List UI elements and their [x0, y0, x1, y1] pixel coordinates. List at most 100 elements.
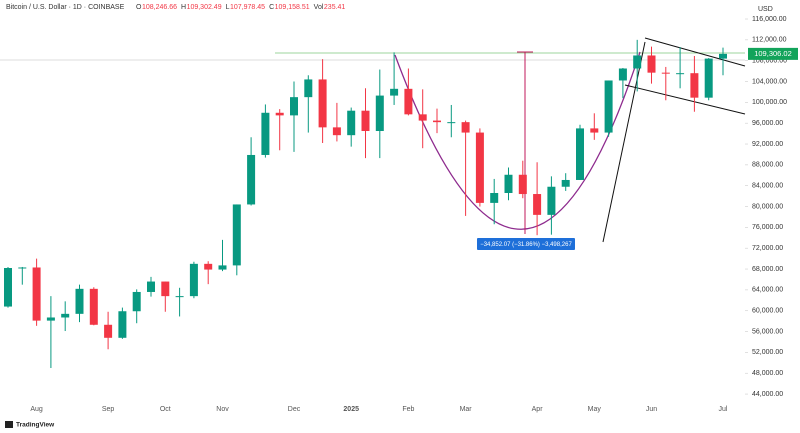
channel-upper: [644, 37, 746, 67]
candle-body: [404, 88, 413, 115]
legend-value: 108,246.66: [142, 4, 177, 11]
candle-body: [161, 281, 170, 297]
candle-body: [633, 55, 642, 69]
legend-key: L: [226, 4, 230, 11]
last-price-label: 109,306.02: [754, 49, 792, 58]
candle-body: [204, 263, 213, 270]
candle-body: [704, 58, 713, 98]
last-price-tag: [748, 47, 798, 60]
candle-body: [89, 288, 98, 325]
x-tick-label: Nov: [216, 406, 229, 413]
x-tick-label: Jul: [719, 406, 728, 413]
candle-body: [32, 267, 41, 321]
candle-body: [247, 154, 256, 205]
cup-curve: [394, 51, 641, 230]
trend-line: [602, 41, 646, 243]
x-tick-label: Oct: [160, 406, 171, 413]
legend-value: 109,302.49: [187, 4, 222, 11]
candle-body: [347, 110, 356, 136]
candle-body: [46, 317, 55, 321]
candle-body: [375, 95, 384, 132]
candle-body: [61, 313, 70, 318]
candle-body: [318, 79, 327, 128]
x-tick-label: Sep: [102, 406, 115, 413]
y-tick-label: 100,000.00: [752, 99, 787, 106]
candle-body: [418, 114, 427, 121]
y-tick-label: 68,000.00: [752, 266, 783, 273]
x-tick-label: Aug: [30, 406, 43, 413]
candle-body: [719, 53, 727, 59]
candle-body: [218, 265, 227, 270]
candle-body: [147, 281, 155, 292]
legend-value: 235.41: [324, 4, 346, 11]
candle-body: [118, 311, 127, 338]
legend-key: H: [181, 4, 186, 11]
candle-body: [504, 174, 513, 193]
candle-body: [490, 192, 499, 203]
channel-lower: [624, 84, 746, 115]
candle-body: [175, 296, 184, 298]
currency-label: USD: [758, 6, 773, 13]
legend-key: C: [269, 4, 274, 11]
candle-body: [290, 97, 298, 116]
candle-body: [518, 174, 527, 195]
candle-body: [18, 267, 27, 269]
y-tick-label: 52,000.00: [752, 349, 783, 356]
candle-body: [475, 132, 484, 203]
x-tick-label: Feb: [402, 406, 414, 413]
legend-key: Vol: [314, 4, 324, 11]
y-tick-label: 64,000.00: [752, 287, 783, 294]
candle-body: [4, 268, 12, 307]
watermark-logo: [5, 421, 13, 428]
candle-body: [690, 73, 699, 98]
candle-body: [275, 112, 284, 116]
symbol-title: Bitcoin / U.S. Dollar · 1D · COINBASE: [6, 4, 125, 11]
x-tick-label: Mar: [460, 406, 473, 413]
legend-value: 107,978.45: [230, 4, 265, 11]
y-tick-label: 84,000.00: [752, 183, 783, 190]
x-tick-label: Jun: [646, 406, 657, 413]
x-tick-label: May: [588, 406, 602, 413]
candle-body: [618, 68, 627, 81]
candle-body: [361, 110, 370, 132]
measure-box: [477, 238, 575, 250]
y-tick-label: 48,000.00: [752, 370, 783, 377]
watermark: TradingView: [16, 422, 55, 429]
candle-body: [390, 88, 399, 96]
candle-body: [433, 120, 441, 123]
candle-body: [676, 73, 685, 75]
candle-body: [261, 112, 270, 155]
candle-body: [590, 128, 599, 133]
candle-body: [661, 72, 670, 74]
candle-body: [533, 194, 542, 215]
y-tick-label: 96,000.00: [752, 120, 783, 127]
candle-body: [189, 263, 198, 297]
y-tick-label: 60,000.00: [752, 308, 783, 315]
y-tick-label: 72,000.00: [752, 245, 783, 252]
x-tick-label: Dec: [288, 406, 301, 413]
candle-body: [232, 204, 241, 266]
candle-body: [332, 127, 341, 136]
candle-body: [547, 186, 556, 215]
candle-body: [604, 80, 613, 133]
y-tick-label: 88,000.00: [752, 162, 783, 169]
y-tick-label: 44,000.00: [752, 391, 783, 398]
legend-value: 109,158.51: [275, 4, 310, 11]
candle-body: [104, 324, 113, 338]
candle-body: [461, 122, 470, 133]
x-tick-label: 2025: [343, 406, 359, 413]
candle-body: [447, 122, 456, 124]
y-tick-label: 104,000.00: [752, 78, 787, 85]
candles: [4, 39, 727, 369]
y-tick-label: 112,000.00: [752, 37, 787, 44]
candle-body: [75, 288, 84, 314]
y-tick-label: 108,000.00: [752, 58, 787, 65]
y-tick-label: 80,000.00: [752, 203, 783, 210]
legend-key: O: [136, 4, 142, 11]
y-tick-label: 116,000.00: [752, 16, 787, 23]
y-tick-label: 56,000.00: [752, 328, 783, 335]
candle-body: [304, 79, 313, 98]
